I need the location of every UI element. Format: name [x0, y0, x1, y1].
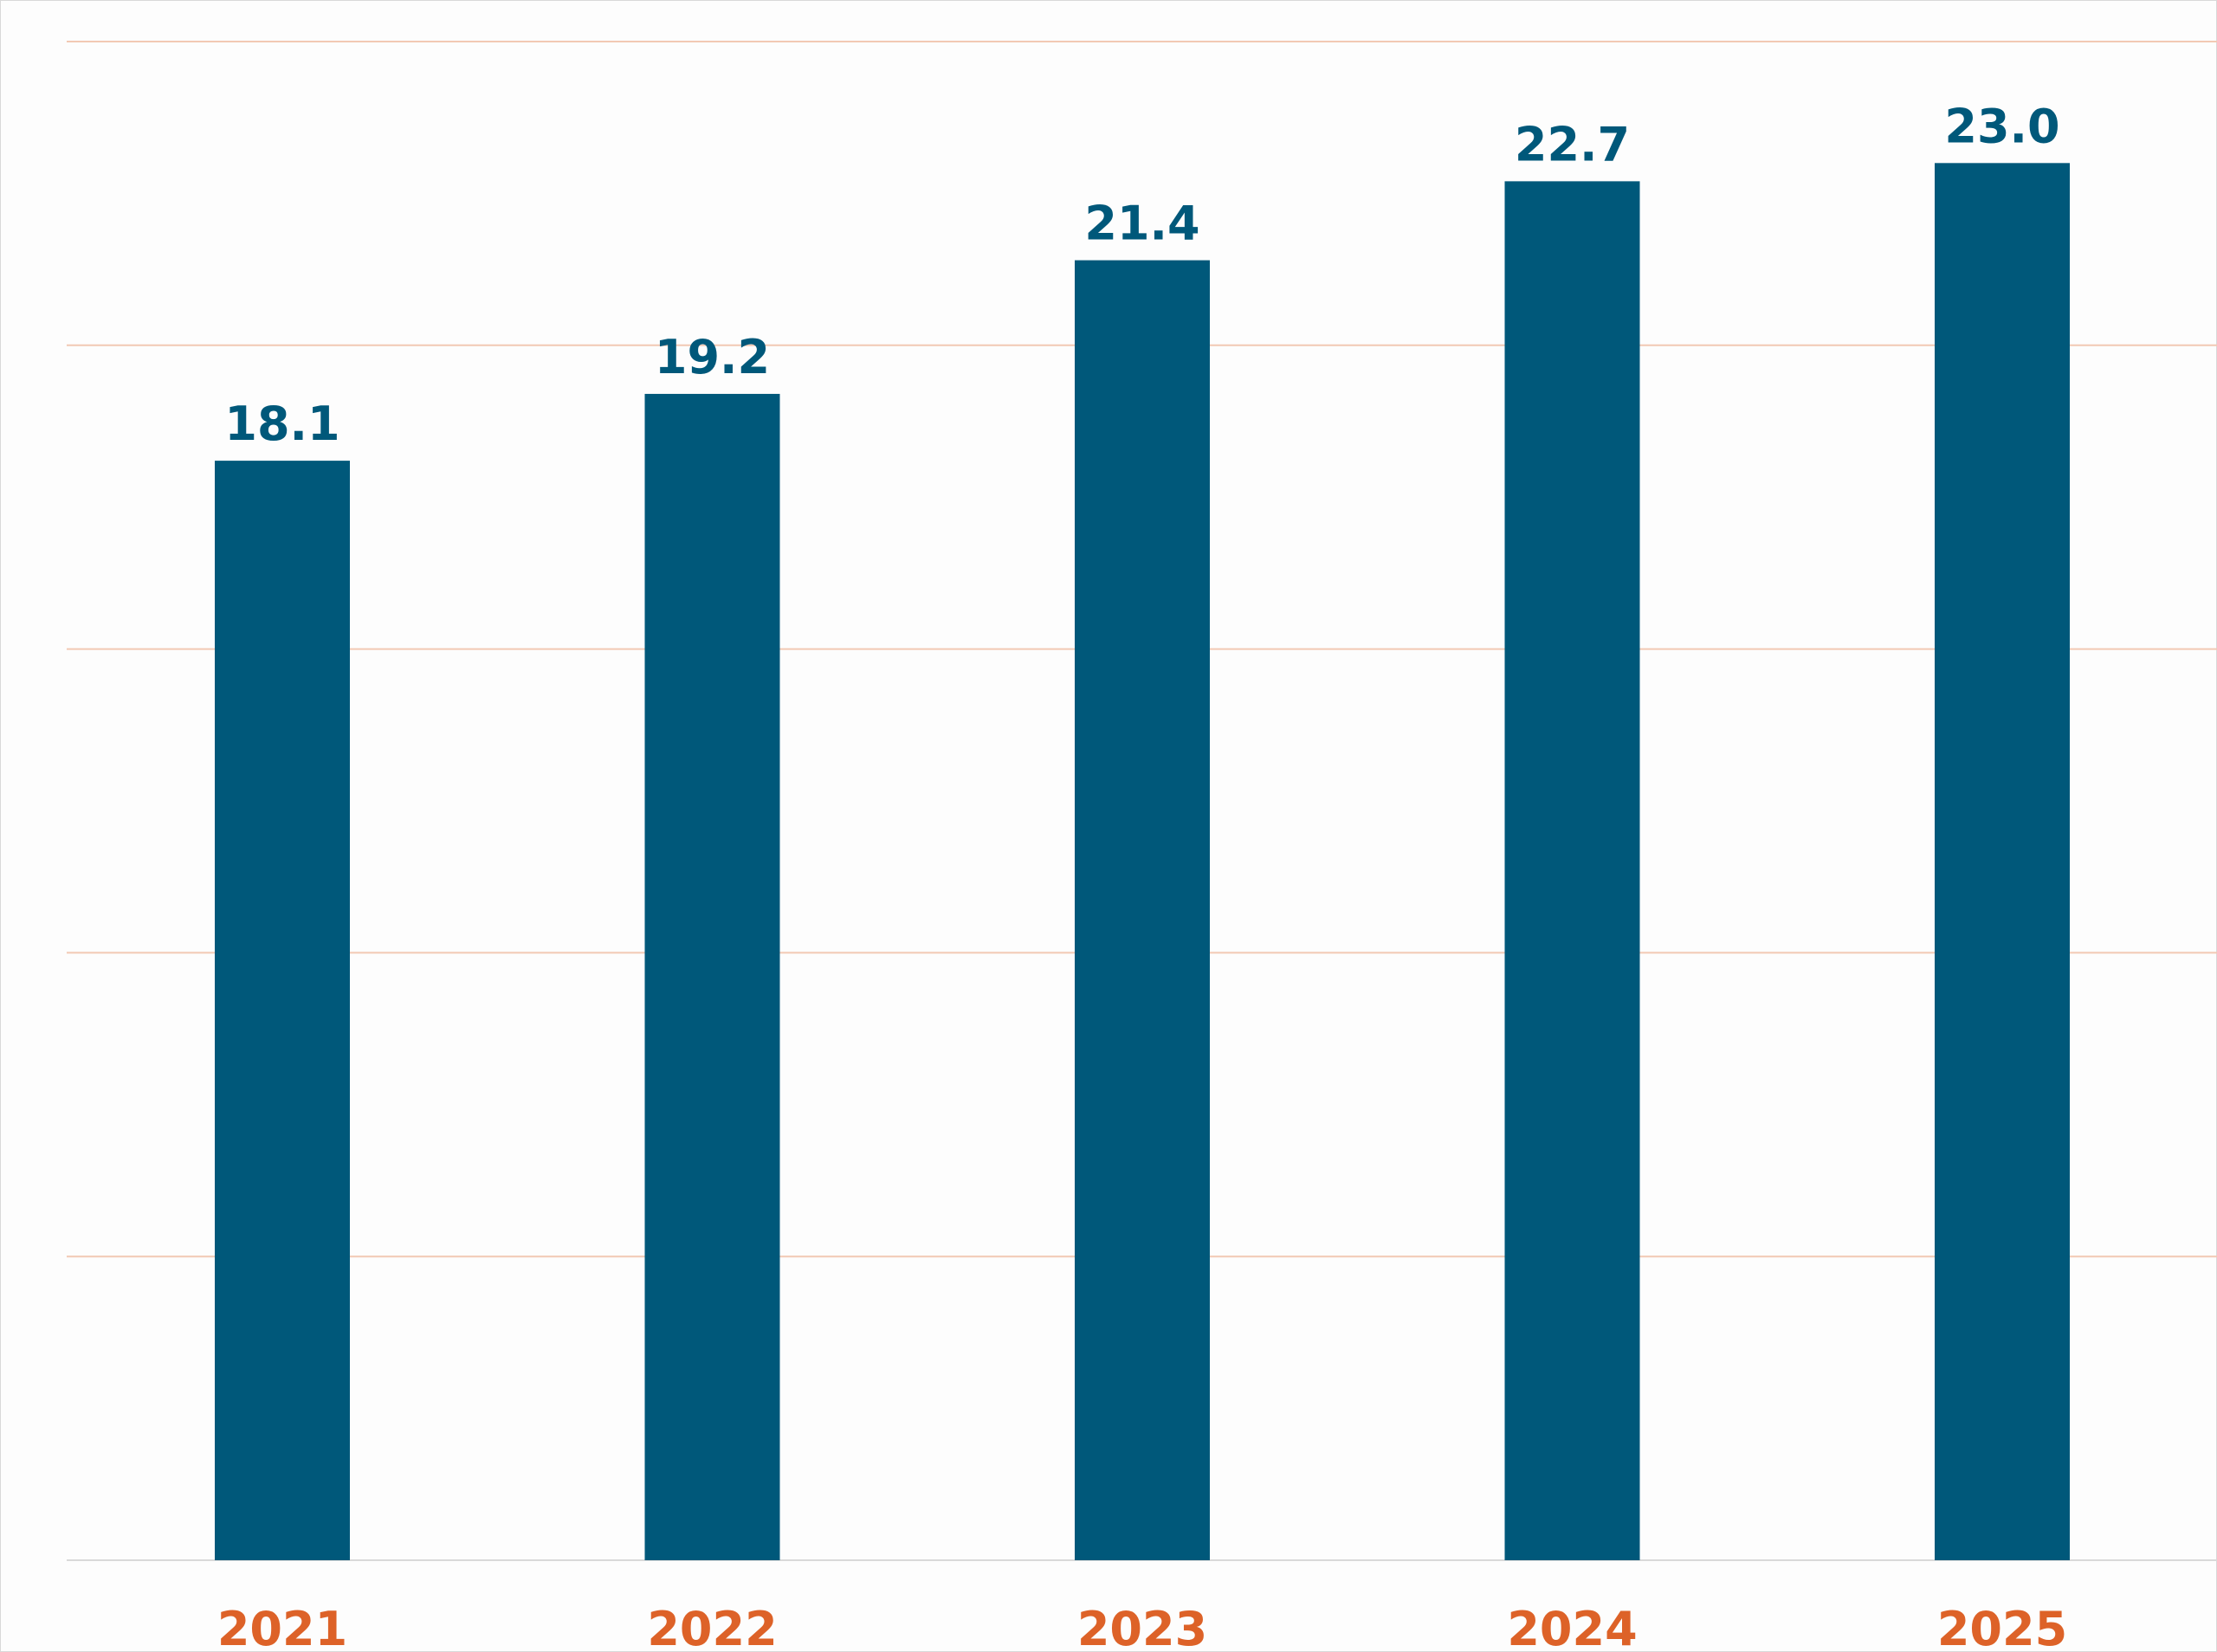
category-label-2024: 2024: [1507, 1602, 1637, 1652]
value-label-2022: 19.2: [655, 330, 770, 384]
category-label-2025: 2025: [1937, 1602, 2067, 1652]
value-label-2023: 21.4: [1084, 197, 1199, 251]
category-label-2022: 2022: [647, 1602, 777, 1652]
value-labels: 18.1 19.2 21.4 22.7 23.0: [224, 99, 2059, 451]
bar-2022: [644, 393, 780, 1561]
bar-2023: [1075, 260, 1210, 1561]
category-labels: 2021 2022 2023 2024 2025: [217, 1602, 2067, 1652]
value-label-2025: 23.0: [1944, 99, 2059, 153]
value-label-2021: 18.1: [224, 397, 339, 451]
bar-2021: [215, 461, 350, 1560]
value-label-2024: 22.7: [1515, 117, 1630, 171]
bars: [215, 163, 2070, 1561]
category-label-2023: 2023: [1077, 1602, 1207, 1652]
bar-2025: [1935, 163, 2070, 1560]
bar-2024: [1504, 181, 1640, 1560]
category-label-2021: 2021: [217, 1602, 347, 1652]
